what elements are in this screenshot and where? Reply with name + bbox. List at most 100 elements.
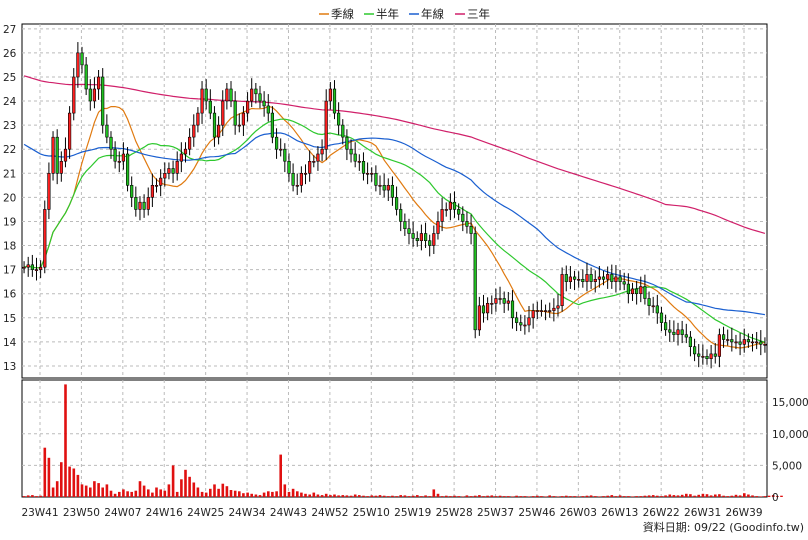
volume-bar	[771, 495, 775, 497]
volume-bar	[250, 493, 253, 497]
candle-body	[560, 274, 564, 306]
candle-body	[618, 276, 622, 282]
volume-bar	[540, 496, 543, 497]
volume-bar	[291, 488, 295, 497]
volume-bar	[395, 496, 398, 497]
volume-bar	[105, 484, 109, 497]
candle-body	[432, 233, 436, 246]
volume-bar	[126, 491, 129, 497]
candle-body	[415, 238, 419, 242]
price-tick-label: 21	[3, 168, 16, 180]
volume-bar	[225, 486, 229, 497]
price-tick-label: 15	[3, 313, 16, 325]
volume-bar	[511, 496, 514, 497]
candle-body	[34, 269, 39, 271]
volume-bar	[271, 491, 274, 497]
candle-body	[543, 310, 548, 312]
candle-body	[101, 76, 105, 126]
candle-body	[539, 310, 543, 312]
candle-body	[113, 148, 117, 162]
x-tick-label: 26W13	[601, 507, 638, 519]
candle-body	[444, 209, 448, 211]
candle-body	[43, 209, 47, 268]
candle-body	[63, 148, 68, 162]
candle-body	[126, 153, 130, 186]
candle-body	[697, 353, 701, 357]
candle-body	[179, 153, 184, 162]
volume-bar	[312, 492, 316, 497]
volume-bar	[709, 495, 713, 497]
candle-body	[606, 274, 610, 280]
volume-bar	[445, 495, 448, 497]
price-tick-label: 24	[3, 96, 17, 108]
volume-bar	[449, 496, 452, 497]
price-tick-label: 22	[3, 144, 16, 156]
candle-body	[730, 339, 734, 343]
candle-body	[386, 185, 390, 191]
volume-bar	[697, 494, 700, 497]
volume-bar	[109, 490, 113, 497]
candle-body	[684, 334, 688, 338]
candle-body	[705, 355, 709, 359]
volume-bar	[80, 484, 84, 497]
volume-tick-label: 10,000	[772, 429, 808, 441]
candle-body	[651, 305, 655, 308]
volume-bar	[610, 495, 614, 497]
volume-bar	[51, 487, 55, 497]
price-tick-label: 14	[3, 337, 17, 349]
candle-body	[668, 329, 672, 333]
volume-bar	[267, 491, 270, 497]
candle-body	[270, 112, 275, 138]
candle-body	[117, 161, 121, 163]
candle-body	[738, 341, 742, 345]
candle-body	[477, 305, 482, 331]
footer-date: 資料日期: 09/22 (Goodinfo.tw)	[643, 520, 804, 534]
volume-bar	[142, 485, 146, 497]
candle-body	[647, 298, 651, 306]
volume-bar	[498, 495, 502, 497]
volume-bar	[507, 496, 510, 497]
volume-bar	[730, 495, 734, 497]
candle-body	[361, 161, 366, 174]
candle-body	[233, 100, 237, 126]
candle-body	[639, 286, 643, 294]
volume-bar	[89, 487, 92, 497]
volume-panel	[21, 379, 768, 498]
volume-grid	[21, 379, 768, 498]
volume-bar	[548, 495, 551, 497]
candle-body	[750, 341, 755, 344]
volume-bar	[411, 495, 415, 497]
volume-bar	[262, 492, 266, 497]
volume-bar	[767, 495, 771, 497]
candle-body	[485, 302, 490, 314]
volume-bar	[324, 493, 328, 497]
volume-bar	[258, 495, 262, 497]
candle-body	[188, 136, 192, 150]
volume-bar	[188, 476, 191, 497]
candle-body	[262, 100, 266, 107]
ma-line-3	[23, 132, 765, 316]
candle-body	[535, 310, 539, 312]
candle-body	[440, 209, 444, 222]
candle-body	[473, 233, 477, 331]
volume-bar	[358, 495, 361, 497]
x-tick-label: 24W16	[146, 507, 183, 519]
candle-body	[572, 276, 577, 280]
volume-bar	[668, 494, 672, 497]
ma-line-1	[23, 105, 766, 349]
volume-bar	[589, 495, 593, 497]
volume-bar	[204, 492, 208, 497]
volume-bar	[407, 496, 411, 497]
price-tick-label: 25	[3, 72, 16, 84]
candle-body	[154, 185, 159, 187]
volume-bar	[440, 496, 444, 497]
volume-bar	[627, 496, 630, 497]
volume-bar	[734, 494, 738, 497]
volume-bar	[759, 496, 763, 497]
candle-body	[457, 209, 461, 215]
volume-bar	[279, 454, 282, 497]
volume-bar	[635, 496, 638, 497]
volume-bar	[560, 496, 564, 497]
legend-label: 半年	[376, 7, 399, 21]
